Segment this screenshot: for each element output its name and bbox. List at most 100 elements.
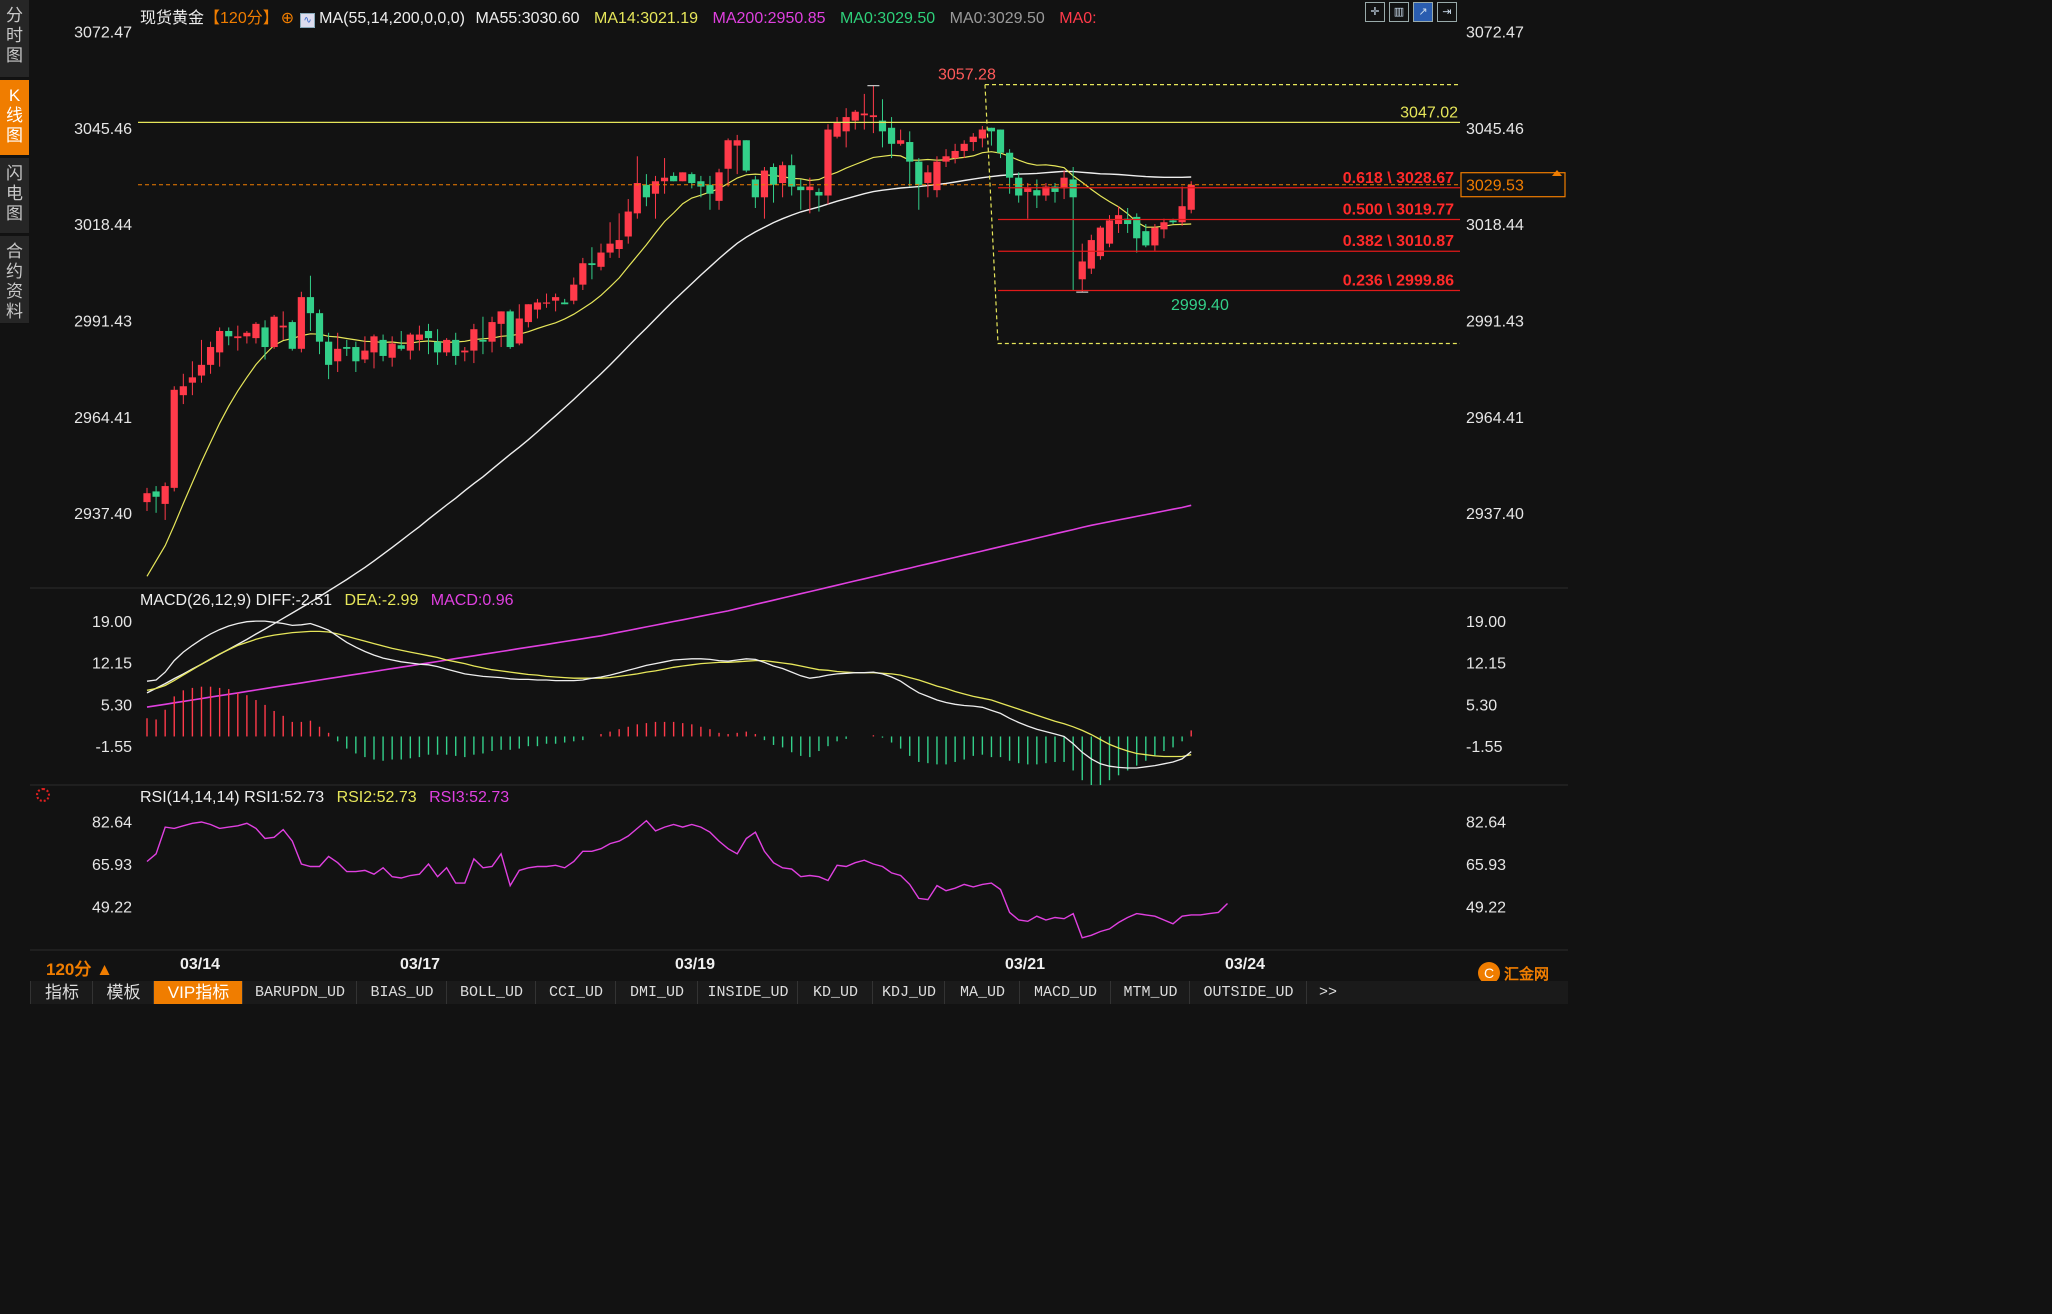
candle-body-45 xyxy=(552,297,560,301)
ma55-value: MA55:3030.60 xyxy=(475,10,580,27)
indicator-tab-1[interactable]: 模板 xyxy=(92,981,154,1004)
candle-body-48 xyxy=(579,263,587,285)
macd-panel xyxy=(146,620,1192,786)
rsi-tick-left-2: 49.22 xyxy=(92,900,132,917)
rsi-header: RSI(14,14,14) RSI1:52.73 RSI2:52.73 RSI3… xyxy=(140,789,509,811)
candle-body-98 xyxy=(1033,190,1041,196)
indicator-tab-6[interactable]: CCI_UD xyxy=(535,981,616,1004)
candle-body-114 xyxy=(1178,206,1186,223)
indicator-tab-8[interactable]: INSIDE_UD xyxy=(697,981,798,1004)
candle-body-37 xyxy=(479,339,487,342)
indicator-tab-13[interactable]: MTM_UD xyxy=(1110,981,1190,1004)
period-tag[interactable]: 【120分】 xyxy=(204,10,279,27)
indicator-tab-11[interactable]: MA_UD xyxy=(944,981,1020,1004)
sidebar-tab-3[interactable]: 合约资料 xyxy=(0,236,29,324)
macd-tick-right-0: 19.00 xyxy=(1466,614,1506,631)
candle-body-54 xyxy=(633,183,641,214)
candle-body-84 xyxy=(906,142,914,162)
price-tick-right-0: 3072.47 xyxy=(1466,25,1524,42)
candle-body-27 xyxy=(388,343,396,358)
ma-settings-icon[interactable]: ∿ xyxy=(300,13,316,28)
macd-dea: DEA:-2.99 xyxy=(344,592,419,609)
candle-body-36 xyxy=(470,329,478,351)
candle-body-26 xyxy=(379,339,387,356)
indicator-tab-9[interactable]: KD_UD xyxy=(797,981,873,1004)
candle-body-0 xyxy=(143,493,151,503)
candle-body-60 xyxy=(688,174,696,184)
price-tick-left-4: 2964.41 xyxy=(74,410,132,427)
ma0-value-c: MA0: xyxy=(1059,10,1097,27)
candle-body-104 xyxy=(1087,240,1095,269)
candle-body-51 xyxy=(606,243,614,253)
candle-body-15 xyxy=(279,325,287,328)
candle-body-78 xyxy=(851,111,859,121)
indicator-tab-4[interactable]: BIAS_UD xyxy=(356,981,447,1004)
candle-body-16 xyxy=(288,322,296,349)
ma14-value: MA14:3021.19 xyxy=(593,10,699,27)
candle-body-99 xyxy=(1042,186,1050,196)
indicator-tab-14[interactable]: OUTSIDE_UD xyxy=(1189,981,1307,1004)
ma200-value: MA200:2950.85 xyxy=(712,10,826,27)
candle-body-29 xyxy=(406,334,414,351)
indicator-toggle-icon[interactable]: ↗ xyxy=(1413,2,1433,22)
candle-body-7 xyxy=(206,347,215,365)
candle-body-70 xyxy=(779,165,787,184)
candle-body-86 xyxy=(924,172,932,184)
indicator-tab-12[interactable]: MACD_UD xyxy=(1019,981,1111,1004)
dea-line xyxy=(146,630,1192,758)
candle-body-72 xyxy=(797,186,805,191)
indicator-tab-15[interactable]: >> xyxy=(1306,981,1349,1004)
rsi-name: RSI(14,14,14) xyxy=(140,789,240,806)
candle-body-1 xyxy=(152,491,160,497)
candle-body-9 xyxy=(225,330,233,337)
candle-body-93 xyxy=(987,127,996,132)
price-tick-left-5: 2937.40 xyxy=(74,506,132,523)
period-selector[interactable]: 120分 ▲ xyxy=(46,955,113,980)
sidebar-tab-2[interactable]: 闪电图 xyxy=(0,158,29,234)
candle-body-106 xyxy=(1105,220,1114,244)
chart-stage: 3047.02 0.618 \ 3028.67 0.500 \ 3019.77 0.3… xyxy=(0,0,1568,1004)
indicator-tab-3[interactable]: BARUPDN_UD xyxy=(242,981,357,1004)
candle-body-115 xyxy=(1187,184,1195,210)
rsi-settings-icon[interactable] xyxy=(36,788,50,802)
date-label-2: 03/19 xyxy=(675,956,715,973)
sidebar-tab-0[interactable]: 分时图 xyxy=(0,0,29,78)
indicator-tab-7[interactable]: DMI_UD xyxy=(615,981,698,1004)
price-tick-left-2: 3018.44 xyxy=(74,217,132,234)
candle-body-58 xyxy=(670,175,678,182)
date-label-4: 03/24 xyxy=(1225,956,1265,973)
price-tick-left-3: 2991.43 xyxy=(74,314,132,331)
diff-line xyxy=(146,620,1192,769)
hline-label: 3047.02 xyxy=(1400,104,1458,121)
candle-body-69 xyxy=(769,166,778,185)
indicator-tab-0[interactable]: 指标 xyxy=(30,981,93,1004)
candle-body-97 xyxy=(1024,188,1032,192)
candle-body-56 xyxy=(651,181,660,194)
candle-body-64 xyxy=(724,140,732,169)
brand-name: 汇金网 xyxy=(1504,965,1550,983)
candle-body-43 xyxy=(533,302,542,310)
exit-icon[interactable]: ⇥ xyxy=(1437,2,1457,22)
candle-body-3 xyxy=(170,389,178,488)
period-selector-label: 120分 xyxy=(46,960,92,979)
indicator-tab-10[interactable]: KDJ_UD xyxy=(872,981,945,1004)
indicator-tab-5[interactable]: BOLL_UD xyxy=(446,981,536,1004)
overlays: 3047.02 0.618 \ 3028.67 0.500 \ 3019.77 0.3… xyxy=(138,67,1566,345)
fib-label-2: 0.382 \ 3010.87 xyxy=(1343,233,1454,250)
add-icon[interactable]: ⊕ xyxy=(280,10,295,27)
candle-body-41 xyxy=(515,318,523,344)
candle-body-6 xyxy=(197,364,206,376)
candle-body-8 xyxy=(216,330,224,353)
candle-body-20 xyxy=(325,341,333,365)
macd-tick-right-2: 5.30 xyxy=(1466,697,1497,714)
indicator-tab-2[interactable]: VIP指标 xyxy=(153,981,243,1004)
rsi3-value: RSI3:52.73 xyxy=(429,789,510,806)
price-tick-left-0: 3072.47 xyxy=(74,25,132,42)
candle-body-12 xyxy=(252,323,260,339)
candle-body-17 xyxy=(297,297,305,349)
macd-tick-right-1: 12.15 xyxy=(1466,656,1506,673)
bar-chart-icon[interactable]: ▥ xyxy=(1389,2,1409,22)
price-tick-left-1: 3045.46 xyxy=(74,121,132,138)
crosshair-icon[interactable]: ✛ xyxy=(1365,2,1385,22)
